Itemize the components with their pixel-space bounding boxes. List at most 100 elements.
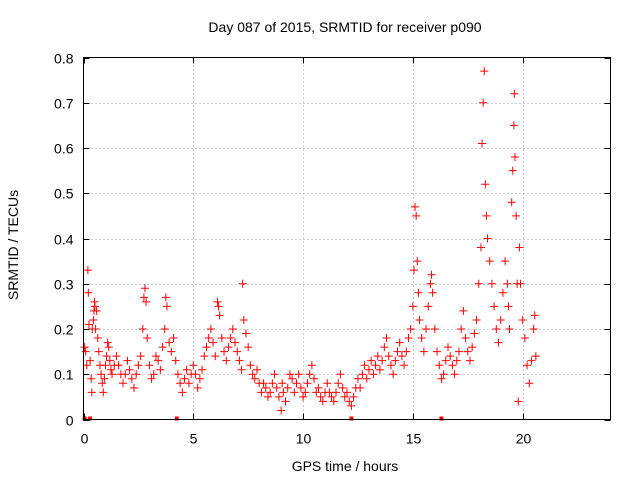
data-point [178,388,187,397]
data-point [474,279,483,288]
data-point [99,388,108,397]
data-point [512,211,521,220]
data-point [435,361,444,370]
data-point [490,302,499,311]
data-point [391,356,400,365]
data-point [87,388,96,397]
data-point [193,383,202,392]
data-point [476,243,485,252]
y-tick-label: 0 [66,413,74,429]
data-point [386,361,395,370]
data-point [241,329,250,338]
data-point [213,297,222,306]
data-point [364,365,373,374]
data-points [80,67,540,421]
data-point [296,383,305,392]
data-point [347,401,356,410]
data-point [214,302,223,311]
data-point [340,392,349,401]
data-point [439,370,448,379]
data-point [161,293,170,302]
data-point [404,334,413,343]
data-point [154,356,163,365]
data-point [362,374,371,383]
data-point [165,338,174,347]
data-point [277,406,286,415]
data-point [531,352,540,361]
data-point [400,361,409,370]
data-point [299,392,308,401]
data-point [360,361,369,370]
data-point [81,347,90,356]
data-point [217,334,226,343]
data-point [270,370,279,379]
data-point [518,315,527,324]
data-point [424,302,433,311]
data-point [283,383,292,392]
data-point [510,89,519,98]
data-point [417,334,426,343]
data-point [191,370,200,379]
data-point [272,383,281,392]
x-axis-label: GPS time / hours [292,458,399,474]
data-point [353,374,362,383]
data-point [468,343,477,352]
data-point [238,279,247,288]
data-point [314,383,323,392]
data-point [250,374,259,383]
data-point [134,361,143,370]
data-point [162,302,171,311]
data-point [395,338,404,347]
y-tick-label: 0.7 [54,96,74,112]
data-point [422,325,431,333]
data-point [278,379,287,388]
data-point [257,388,266,397]
data-point [98,379,107,388]
data-point [84,320,93,329]
data-point [156,365,165,374]
data-point [173,370,182,379]
plot-frame [83,57,611,420]
data-point [100,374,109,383]
data-point [411,202,420,211]
data-point [389,370,398,379]
data-point [457,325,466,333]
data-point [310,374,319,383]
data-point [182,365,191,374]
data-point [206,325,215,333]
data-point [472,315,481,324]
data-point [479,98,488,107]
data-point [514,397,523,406]
y-tick-label: 0.5 [54,186,74,202]
data-point [268,379,277,388]
x-tick-label: 5 [190,431,198,447]
data-point [327,392,336,401]
x-tick-label: 10 [296,431,312,447]
data-point [263,392,272,401]
data-point [470,329,479,338]
data-point [349,392,358,401]
data-point [89,315,98,324]
data-point [332,388,341,397]
data-point [482,211,491,220]
data-point [86,356,95,365]
data-point [413,257,422,266]
data-point [226,334,235,343]
data-point [274,392,283,401]
axis-ticks [83,57,611,421]
data-point [138,325,147,333]
data-point [459,306,468,315]
data-point [246,361,255,370]
data-point [180,374,189,383]
data-point [426,279,435,288]
data-point [369,370,378,379]
grid-lines [83,57,611,420]
data-point [520,334,529,343]
data-point [261,383,270,392]
data-point [510,153,519,162]
data-point [428,288,437,297]
data-point [239,315,248,324]
data-point [507,198,516,207]
data-point [139,293,148,302]
